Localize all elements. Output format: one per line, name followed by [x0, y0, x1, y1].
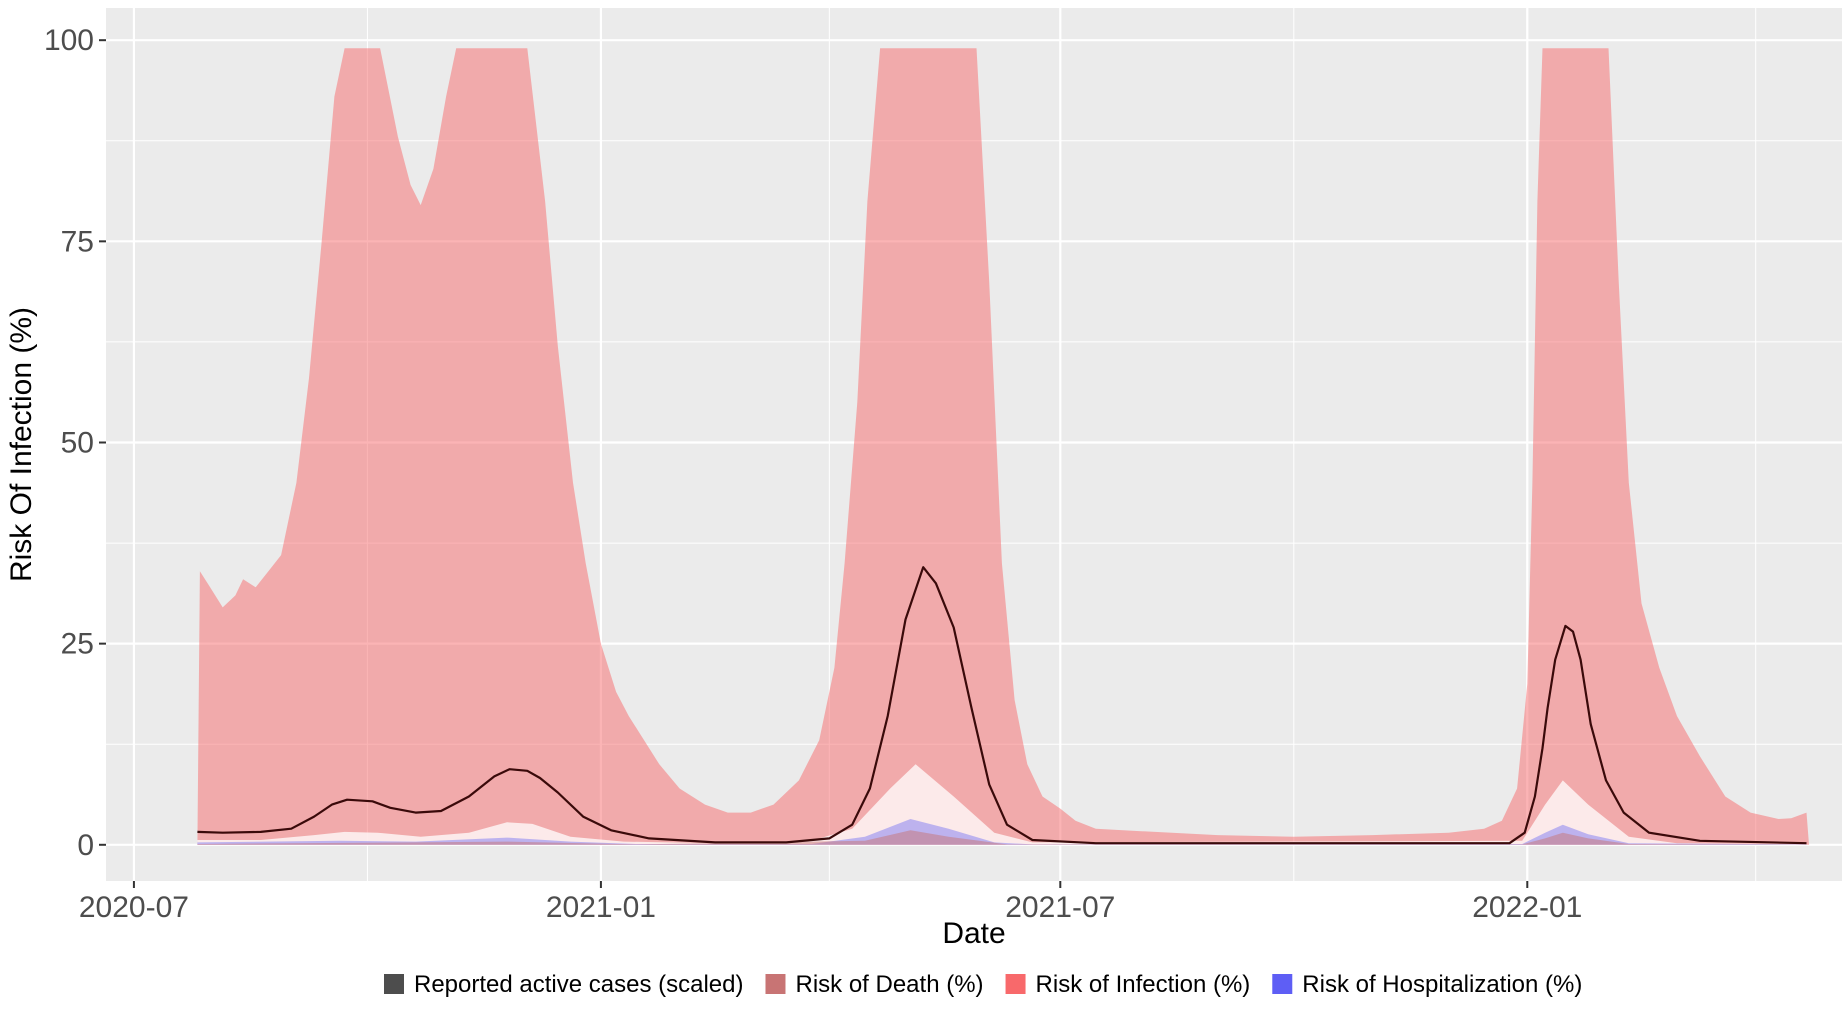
series-death-area — [197, 830, 1807, 845]
series-hospitalization-area — [197, 819, 1807, 845]
legend-key-cases — [384, 974, 404, 994]
x-axis: 2020-07 2021-01 2021-07 2022-01 — [79, 881, 1582, 924]
y-tick-label: 50 — [61, 426, 94, 459]
y-tick-label: 0 — [77, 829, 94, 862]
legend-key-infection — [1005, 974, 1026, 994]
x-tick-label: 2022-01 — [1472, 891, 1582, 924]
series-cases-line — [197, 566, 1807, 845]
x-tick-label: 2021-01 — [546, 891, 656, 924]
y-tick-label: 100 — [44, 24, 94, 57]
y-axis: 0 25 50 75 100 — [44, 24, 106, 862]
x-tick-label: 2021-07 — [1005, 891, 1115, 924]
x-tick-label: 2020-07 — [79, 891, 189, 924]
legend-label-hospitalization: Risk of Hospitalization (%) — [1302, 971, 1582, 998]
series-layer — [197, 48, 1809, 845]
y-tick-label: 75 — [61, 225, 94, 258]
legend-label-infection: Risk of Infection (%) — [1036, 971, 1251, 998]
x-axis-title: Date — [942, 917, 1005, 950]
legend: Reported active cases (scaled) Risk of De… — [384, 971, 1582, 998]
series-white-area — [197, 764, 1807, 845]
y-axis-title: Risk Of Infection (%) — [5, 307, 38, 582]
legend-label-death: Risk of Death (%) — [795, 971, 983, 998]
y-tick-label: 25 — [61, 628, 94, 661]
legend-key-hospitalization — [1272, 974, 1293, 994]
series-infection-area — [197, 48, 1809, 845]
legend-key-death — [765, 974, 786, 994]
legend-label-cases: Reported active cases (scaled) — [414, 971, 743, 998]
